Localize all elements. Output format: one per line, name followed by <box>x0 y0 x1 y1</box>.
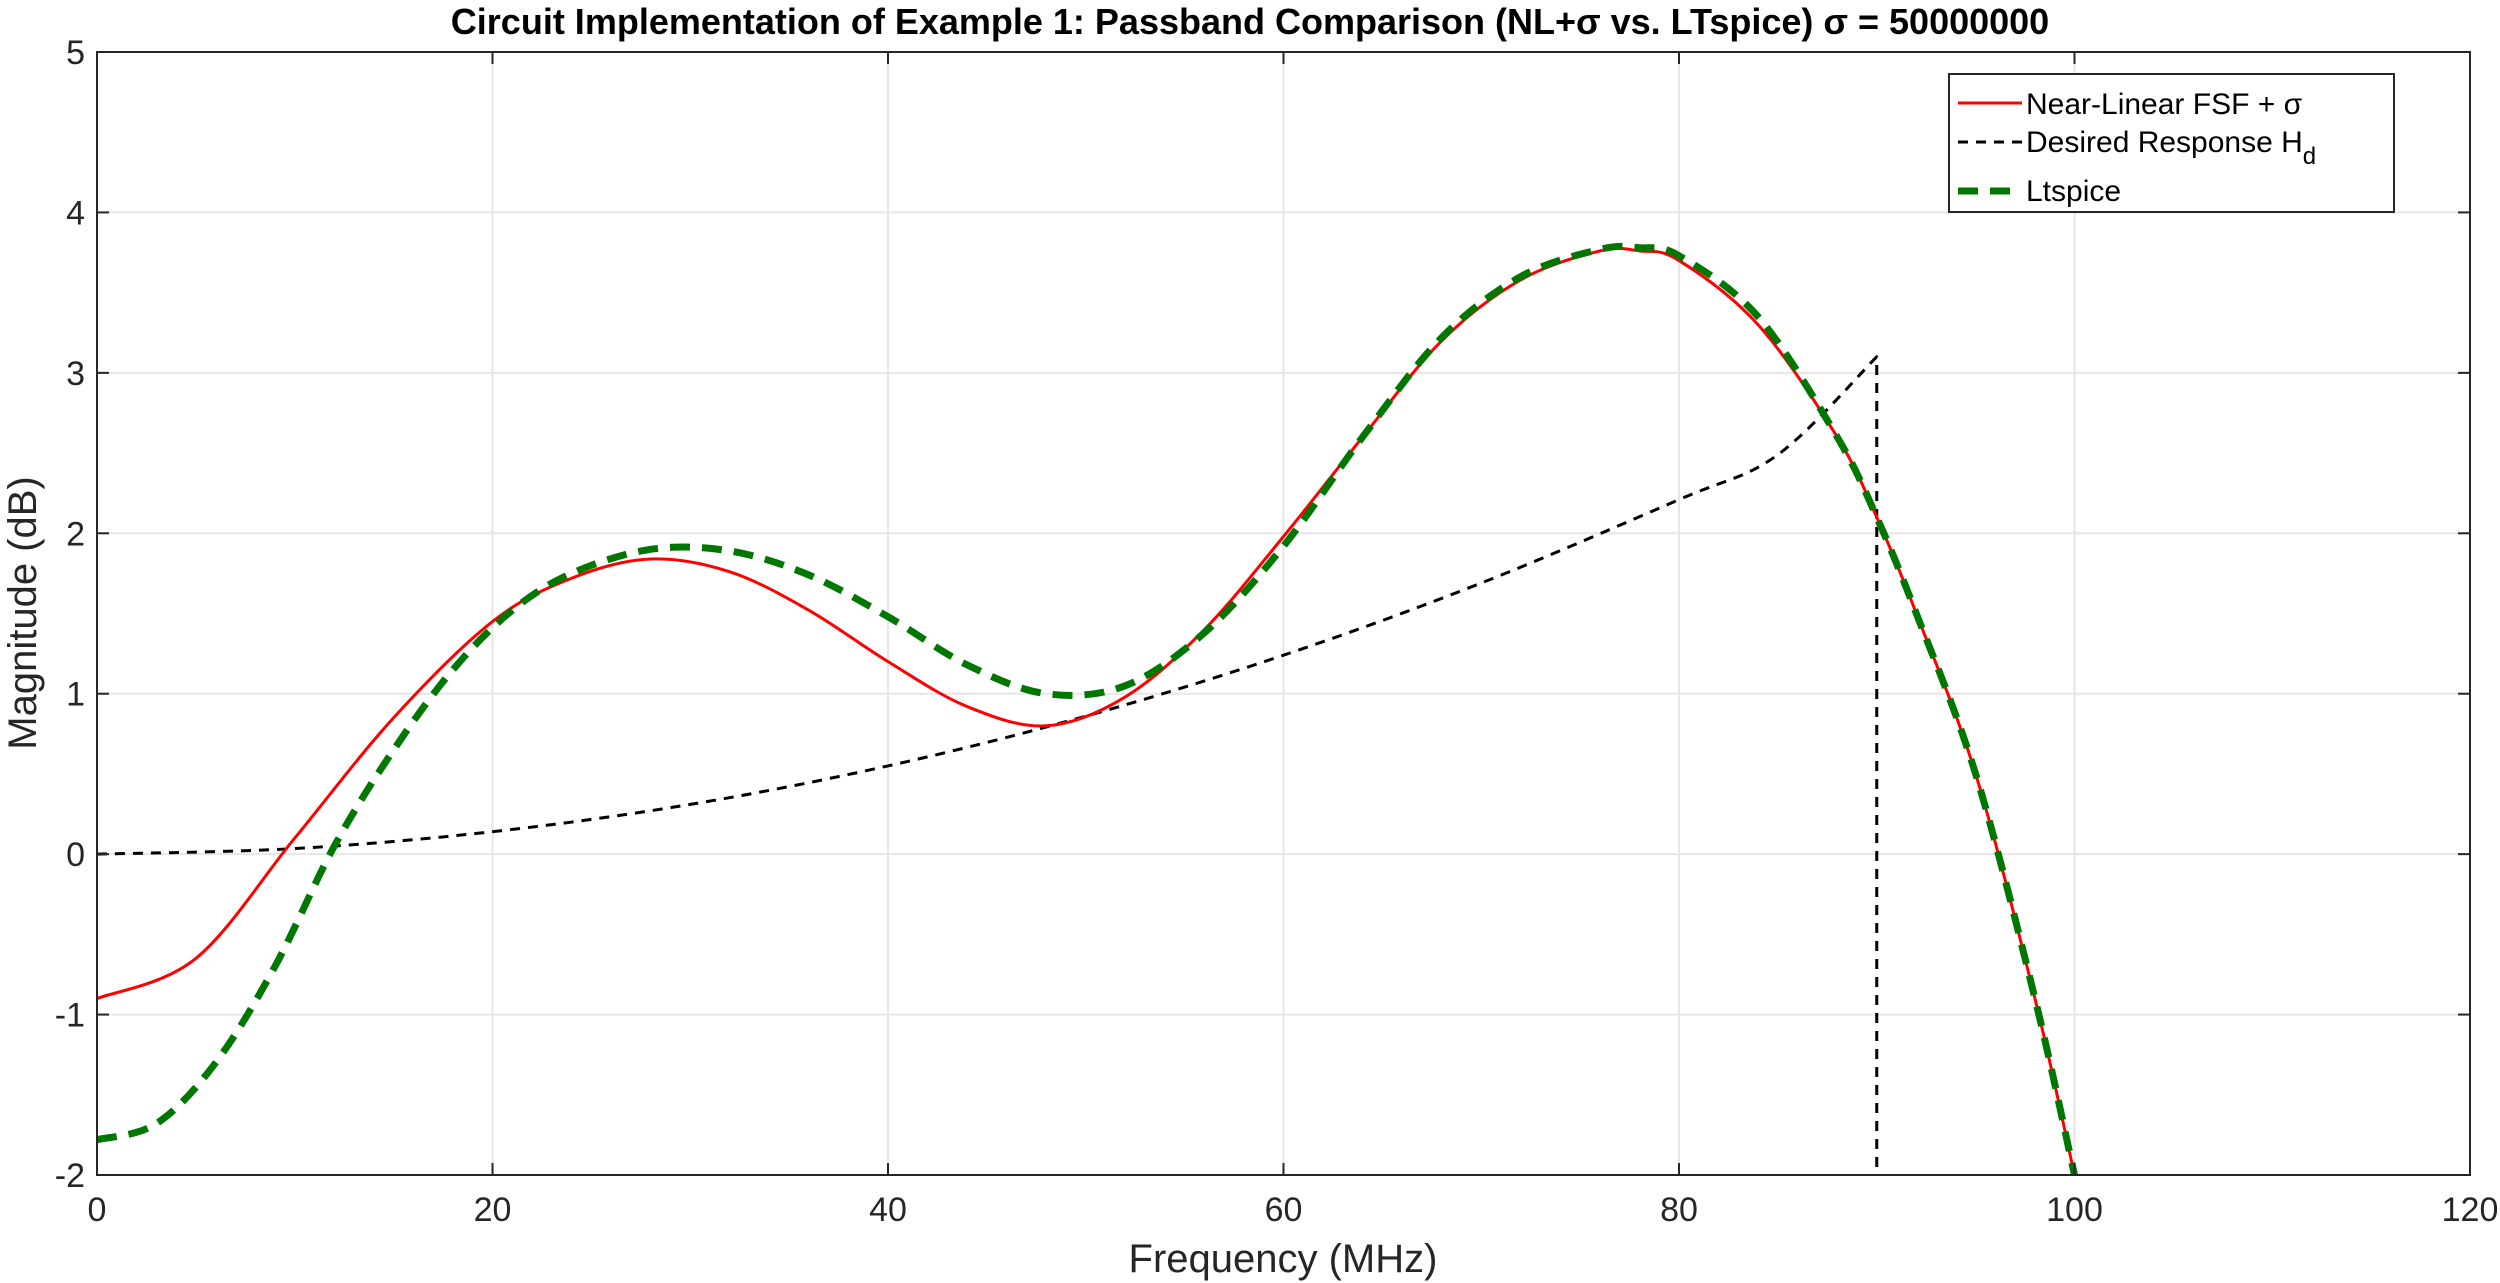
legend: Near-Linear FSF + σ Desired Response Hd … <box>1948 73 2395 213</box>
x-tick-label: 20 <box>474 1191 512 1229</box>
x-tick-label: 40 <box>869 1191 907 1229</box>
x-tick-labels: 0 20 40 60 80 100 120 <box>88 1191 2499 1229</box>
y-tick-label: 1 <box>66 676 85 714</box>
y-tick-label: 0 <box>66 836 85 874</box>
y-tick-label: 5 <box>66 34 85 72</box>
y-tick-labels: -2 -1 0 1 2 3 4 5 <box>55 34 85 1195</box>
legend-label-desired-response-sub: d <box>2303 143 2316 170</box>
x-axis-label: Frequency (MHz) <box>1129 1237 1438 1281</box>
x-tick-label: 80 <box>1660 1191 1698 1229</box>
legend-label-near-linear: Near-Linear FSF + σ <box>2026 88 2303 121</box>
legend-label-ltspice: Ltspice <box>2026 175 2121 208</box>
ticks <box>96 51 2471 1176</box>
chart-title: Circuit Implementation of Example 1: Pas… <box>451 1 2049 42</box>
series-layer <box>96 242 2078 1176</box>
y-tick-label: 4 <box>66 194 85 232</box>
y-tick-label: 2 <box>66 515 85 553</box>
x-tick-label: 60 <box>1265 1191 1303 1229</box>
legend-label-desired-response-main: Desired Response H <box>2026 126 2303 159</box>
x-tick-label: 0 <box>88 1191 107 1229</box>
legend-label-desired-response: Desired Response Hd <box>2026 126 2316 170</box>
y-axis-label: Magnitude (dB) <box>1 476 45 749</box>
y-tick-label: 3 <box>66 355 85 393</box>
y-tick-label: -1 <box>55 997 85 1035</box>
series-ltspice-line <box>96 242 2078 1176</box>
legend-box <box>1948 73 2395 213</box>
y-tick-label: -2 <box>55 1157 85 1195</box>
x-tick-label: 100 <box>2046 1191 2103 1229</box>
x-tick-label: 120 <box>2442 1191 2499 1229</box>
